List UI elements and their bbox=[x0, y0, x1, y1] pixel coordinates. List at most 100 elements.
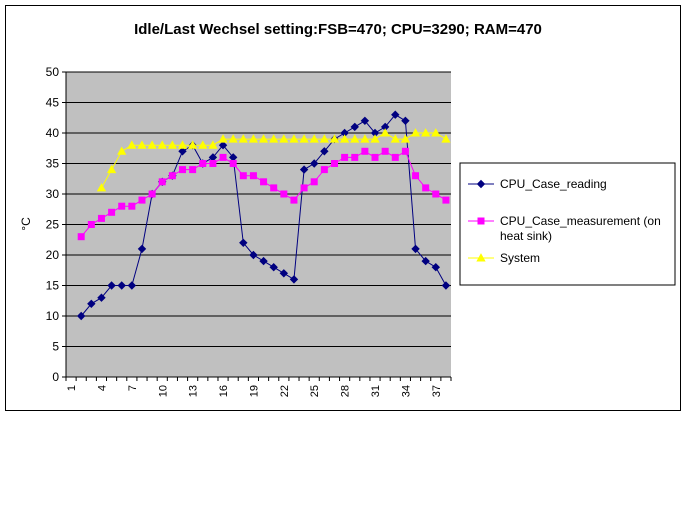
data-point bbox=[412, 172, 420, 180]
data-point bbox=[117, 281, 126, 290]
data-point bbox=[168, 172, 176, 180]
data-point bbox=[319, 134, 330, 143]
y-tick-labels: 0 5 10 15 20 25 30 35 40 45 50 bbox=[46, 65, 60, 384]
data-point bbox=[167, 140, 178, 149]
data-point bbox=[289, 275, 299, 284]
y-tick-label: 35 bbox=[46, 157, 60, 171]
y-tick-label: 20 bbox=[46, 248, 60, 262]
data-point bbox=[249, 172, 257, 180]
data-point bbox=[208, 140, 218, 149]
data-point bbox=[177, 140, 188, 149]
data-point bbox=[411, 244, 420, 254]
x-tick-label: 10 bbox=[157, 385, 169, 397]
x-tick-label: 22 bbox=[279, 385, 291, 397]
series-1 bbox=[76, 110, 451, 321]
data-point bbox=[381, 147, 389, 155]
legend-label: CPU_Case_reading bbox=[500, 177, 607, 191]
data-point bbox=[401, 116, 410, 126]
y-tick-label: 40 bbox=[46, 126, 60, 140]
data-point bbox=[279, 134, 289, 143]
x-tick-label: 4 bbox=[96, 385, 108, 391]
x-tick-labels: 1 4 7 10 13 16 19 22 25 28 31 34 37 bbox=[66, 385, 443, 397]
data-point bbox=[432, 190, 440, 198]
data-point bbox=[258, 134, 269, 143]
data-point bbox=[431, 128, 441, 137]
data-point bbox=[147, 140, 157, 149]
data-point bbox=[87, 221, 95, 228]
x-tick-label: 16 bbox=[218, 385, 230, 397]
data-point bbox=[128, 202, 136, 210]
data-point bbox=[300, 184, 308, 192]
data-point bbox=[158, 178, 166, 186]
data-point bbox=[259, 256, 268, 266]
data-point bbox=[370, 134, 380, 143]
data-point bbox=[179, 166, 187, 174]
y-tick-label: 30 bbox=[46, 187, 60, 201]
data-point bbox=[330, 160, 338, 167]
data-point bbox=[339, 134, 350, 143]
data-point bbox=[350, 122, 359, 132]
data-point bbox=[87, 299, 96, 309]
data-point bbox=[299, 134, 309, 143]
data-point bbox=[310, 159, 319, 168]
data-point bbox=[361, 147, 369, 155]
data-point bbox=[96, 183, 107, 192]
data-point bbox=[106, 164, 117, 174]
data-point bbox=[209, 160, 217, 167]
data-point bbox=[187, 140, 198, 149]
data-point bbox=[229, 160, 237, 167]
data-point bbox=[269, 134, 279, 143]
data-point bbox=[400, 134, 411, 143]
data-point bbox=[218, 140, 228, 150]
data-point bbox=[320, 166, 328, 174]
data-point bbox=[117, 146, 127, 155]
data-point bbox=[421, 256, 430, 266]
y-tick-label: 0 bbox=[52, 370, 59, 384]
data-point bbox=[289, 134, 299, 143]
legend-marker bbox=[476, 253, 486, 262]
y-tick-label: 25 bbox=[46, 218, 60, 232]
data-point bbox=[390, 134, 400, 143]
x-tick-label: 19 bbox=[248, 385, 260, 397]
data-point bbox=[239, 238, 248, 248]
data-point bbox=[299, 165, 309, 174]
data-point bbox=[189, 166, 197, 174]
data-point bbox=[341, 153, 349, 161]
data-point bbox=[198, 140, 208, 149]
data-point bbox=[380, 128, 390, 137]
series-group bbox=[76, 110, 451, 321]
series-3 bbox=[96, 128, 451, 192]
y-tick-label: 5 bbox=[52, 340, 59, 354]
data-point bbox=[107, 281, 116, 290]
data-point bbox=[138, 196, 146, 204]
data-point bbox=[238, 134, 248, 143]
data-point bbox=[269, 262, 278, 272]
x-tick-label: 28 bbox=[340, 385, 352, 397]
data-point bbox=[77, 233, 85, 241]
x-tick-label: 7 bbox=[127, 385, 139, 391]
data-point bbox=[320, 147, 329, 156]
data-point bbox=[360, 134, 370, 143]
data-point bbox=[442, 196, 450, 204]
data-point bbox=[441, 281, 451, 290]
data-point bbox=[199, 160, 207, 167]
y-tick-label: 50 bbox=[46, 65, 60, 79]
legend-label: System bbox=[500, 251, 540, 265]
data-point bbox=[219, 153, 227, 161]
data-point bbox=[137, 140, 147, 149]
chart-title: Idle/Last Wechsel setting:FSB=470; CPU=3… bbox=[134, 21, 542, 38]
data-point bbox=[218, 134, 228, 143]
x-tick-label: 25 bbox=[309, 385, 321, 397]
data-point bbox=[137, 244, 147, 254]
x-tick-label: 1 bbox=[66, 385, 78, 391]
data-point bbox=[228, 134, 238, 143]
data-point bbox=[157, 140, 167, 149]
data-point bbox=[371, 153, 379, 161]
gridlines bbox=[62, 71, 451, 378]
x-tick-label: 13 bbox=[188, 385, 200, 397]
y-tick-label: 10 bbox=[46, 309, 60, 323]
data-point bbox=[309, 134, 319, 143]
data-point bbox=[351, 153, 359, 161]
data-point bbox=[127, 140, 137, 149]
data-point bbox=[270, 184, 278, 192]
